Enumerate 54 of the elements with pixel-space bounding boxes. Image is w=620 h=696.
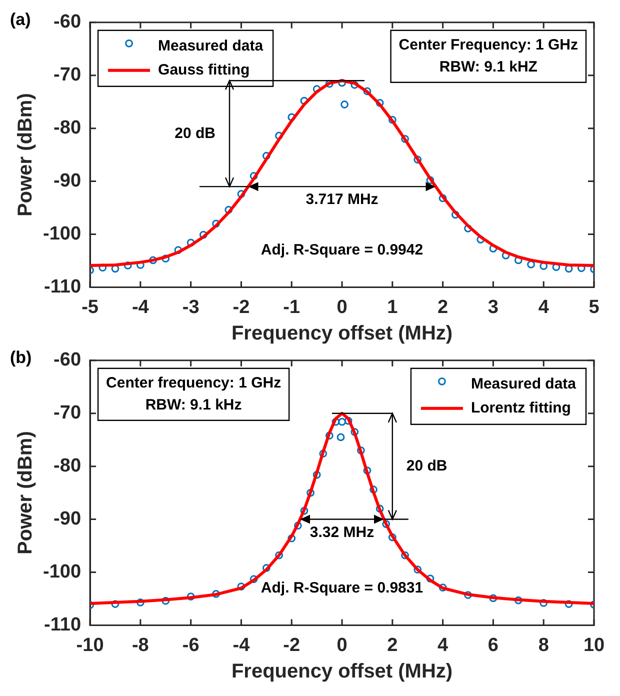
x-tick-label: 0 (336, 296, 348, 318)
x-tick-label: 1 (387, 296, 398, 318)
y-tick-label: -70 (54, 402, 82, 424)
y-tick-label: -80 (54, 118, 82, 139)
x-tick-label: -2 (283, 634, 300, 656)
x-tick-label: 5 (588, 296, 600, 318)
x-tick-label: -1 (283, 296, 300, 318)
legend-label: Measured data (470, 376, 577, 393)
x-tick-label: -4 (232, 634, 250, 656)
x-tick-label: -2 (232, 296, 250, 318)
y-tick-label: -100 (42, 223, 82, 244)
x-tick-label: 3 (488, 296, 498, 318)
chart-title: (b) (10, 348, 32, 368)
x-tick-label: -10 (76, 634, 104, 656)
x-tick-label: 6 (488, 634, 498, 656)
x-axis-title: Frequency offset (MHz) (231, 660, 453, 683)
y-tick-label: -110 (44, 276, 82, 298)
y-tick-label: -80 (54, 456, 82, 477)
x-tick-label: -4 (132, 296, 150, 318)
y-tick-label: -90 (54, 508, 82, 530)
annotation: RBW: 9.1 kHz (145, 396, 242, 414)
annotation: 20 dB (174, 124, 216, 142)
y-axis-title: Power (dBm) (14, 93, 37, 216)
y-tick-label: -90 (54, 170, 82, 192)
annotation: Adj. R-Square = 0.9942 (260, 241, 424, 258)
annotation: Center frequency: 1 GHz (106, 374, 282, 392)
x-tick-label: -5 (82, 296, 99, 318)
x-tick-label: -3 (182, 296, 200, 318)
x-tick-label: -6 (182, 634, 200, 656)
y-tick-label: -110 (44, 614, 82, 636)
legend-label: Measured data (158, 38, 264, 55)
annotation: Center Frequency: 1 GHz (398, 36, 578, 54)
annotation: Adj. R-Square = 0.9831 (260, 579, 424, 596)
annotation: 3.717 MHz (306, 191, 378, 208)
annotation: 20 dB (406, 457, 448, 474)
x-tick-label: 2 (387, 634, 398, 656)
y-tick-label: -60 (54, 350, 82, 371)
legend-label: Lorentz fitting (470, 400, 571, 417)
y-axis-title: Power (dBm) (14, 431, 37, 554)
x-tick-label: 0 (336, 634, 348, 656)
x-tick-label: 4 (538, 296, 550, 318)
x-tick-label: 2 (438, 296, 448, 318)
chart-title: (a) (10, 10, 31, 30)
x-tick-label: 8 (538, 634, 549, 656)
annotation: RBW: 9.1 kHZ (439, 58, 538, 76)
x-tick-label: -8 (132, 634, 149, 656)
y-tick-label: -70 (54, 64, 82, 86)
y-tick-label: -60 (54, 12, 82, 33)
annotation: 3.32 MHz (310, 524, 374, 541)
x-axis-title: Frequency offset (MHz) (231, 322, 453, 345)
x-tick-label: 4 (438, 634, 449, 656)
x-tick-label: 10 (583, 634, 605, 656)
y-tick-label: -100 (42, 561, 82, 582)
legend-label: Gauss fitting (158, 62, 250, 79)
